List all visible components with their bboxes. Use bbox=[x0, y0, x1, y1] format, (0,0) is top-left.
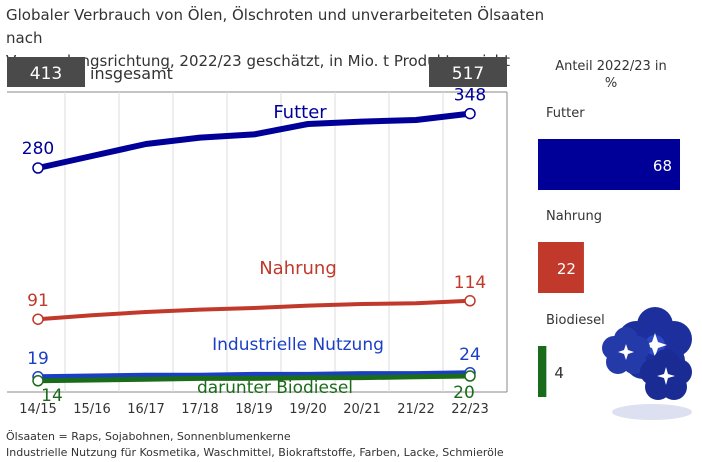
share-label-nahrung: Nahrung bbox=[546, 209, 602, 224]
total-label: insgesamt bbox=[90, 64, 173, 83]
x-tick-label: 18/19 bbox=[235, 402, 272, 417]
x-tick-label: 17/18 bbox=[181, 402, 218, 417]
flower-decoration-icon bbox=[602, 307, 692, 420]
share-value-biodiesel: 4 bbox=[554, 364, 564, 382]
data-point-biodiesel bbox=[33, 376, 43, 386]
data-point-nahrung bbox=[465, 296, 475, 306]
value-label-start-industrie: 19 bbox=[27, 349, 49, 369]
value-label-end-industrie: 24 bbox=[459, 345, 481, 365]
x-tick-label: 15/16 bbox=[73, 402, 110, 417]
series-label-industrie: Industrielle Nutzung bbox=[212, 335, 384, 355]
data-point-biodiesel bbox=[465, 371, 475, 381]
total-end-value: 517 bbox=[452, 64, 484, 84]
series-label-biodiesel: darunter Biodiesel bbox=[197, 378, 353, 398]
series-line-nahrung bbox=[38, 301, 470, 319]
x-tick-label: 22/23 bbox=[451, 402, 488, 417]
series-label-futter: Futter bbox=[273, 102, 327, 123]
data-point-futter bbox=[465, 109, 475, 119]
data-point-futter bbox=[33, 163, 43, 173]
x-tick-label: 16/17 bbox=[127, 402, 164, 417]
series-label-nahrung: Nahrung bbox=[259, 258, 337, 279]
share-title-line-2: % bbox=[536, 75, 686, 92]
share-title: Anteil 2022/23 in % bbox=[536, 58, 686, 92]
series-line-futter bbox=[38, 114, 470, 168]
share-label-biodiesel: Biodiesel bbox=[546, 313, 605, 328]
footnote-industrial-use: Industrielle Nutzung für Kosmetika, Wasc… bbox=[6, 446, 504, 459]
data-point-nahrung bbox=[33, 314, 43, 324]
footnote-oilseeds: Ölsaaten = Raps, Sojabohnen, Sonnenblume… bbox=[6, 430, 291, 443]
share-value-nahrung: 22 bbox=[557, 260, 576, 278]
share-label-futter: Futter bbox=[546, 106, 585, 121]
share-value-futter: 68 bbox=[653, 157, 672, 175]
value-label-end-nahrung: 114 bbox=[454, 273, 486, 293]
value-label-end-futter: 348 bbox=[454, 86, 486, 106]
share-bar-biodiesel bbox=[538, 346, 546, 397]
x-tick-label: 20/21 bbox=[343, 402, 380, 417]
value-label-start-biodiesel: 14 bbox=[41, 386, 63, 406]
x-tick-label: 19/20 bbox=[289, 402, 326, 417]
value-label-start-nahrung: 91 bbox=[27, 291, 49, 311]
x-tick-label: 21/22 bbox=[397, 402, 434, 417]
total-start-value: 413 bbox=[30, 64, 62, 84]
value-label-start-futter: 280 bbox=[22, 139, 54, 159]
share-title-line-1: Anteil 2022/23 in bbox=[536, 58, 686, 75]
value-label-end-biodiesel: 20 bbox=[453, 383, 475, 403]
